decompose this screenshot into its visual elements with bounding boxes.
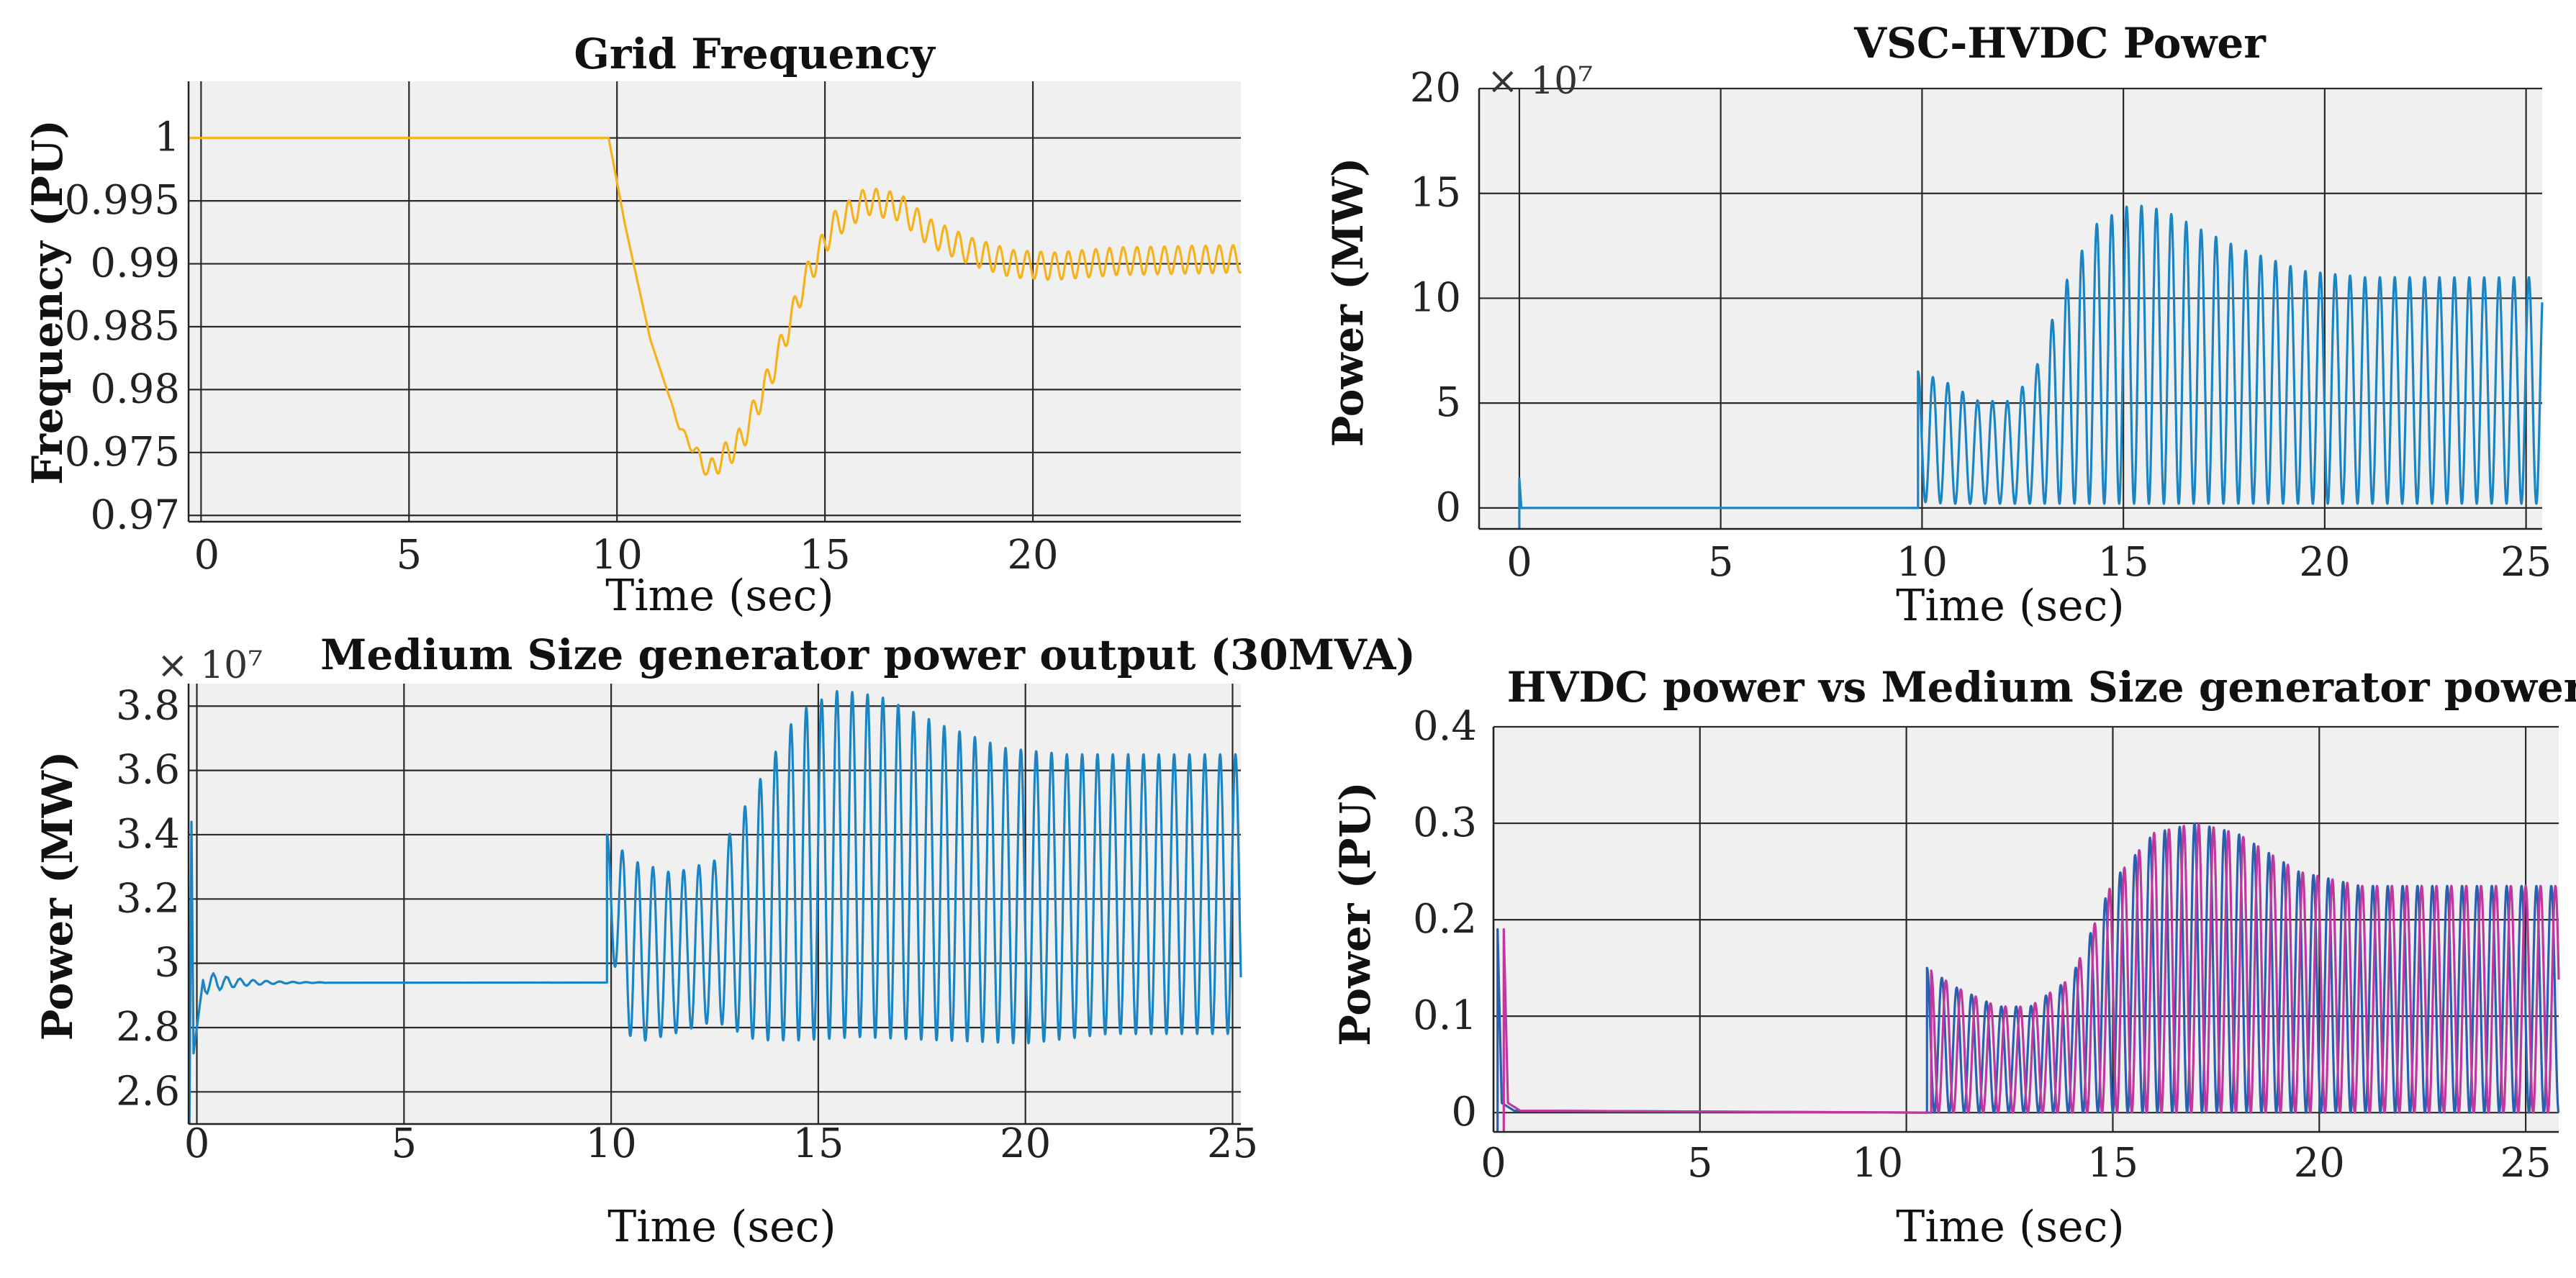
grid-lines [1492,725,2559,1132]
y-axis-label: Power (MW) [33,751,82,1041]
y-tick-label: 1 [154,114,180,161]
series-line-hvdc-power [1518,204,2544,529]
chart-title: Medium Size generator power output (30MV… [320,630,1416,679]
y-tick-label: 0.1 [1413,992,1477,1039]
x-axis-label: Time (sec) [605,571,833,621]
x-tick-label: 5 [391,1120,417,1167]
y-tick-label: 3.4 [116,811,180,858]
x-tick-label: 15 [2087,1140,2138,1187]
x-tick-label: 10 [1852,1140,1903,1187]
y-axis-label: Power (MW) [1324,158,1373,448]
series-layer [188,137,1242,476]
x-tick-label: 25 [2500,1140,2551,1187]
x-tick-label: 20 [1007,532,1058,579]
chart-title: Grid Frequency [574,30,936,78]
series-layer [1496,822,2560,1132]
y-tick-label: 5 [1435,379,1461,426]
y-tick-label: 2.8 [116,1004,180,1051]
y-tick-label: 0.98 [90,366,180,412]
y-tick-label: 3.6 [116,747,180,794]
x-tick-label: 10 [1897,539,1948,586]
tick-layer: 0 5 10 15 20 25 2.6 2.8 3 3.2 3.4 3.6 3.8 [116,682,1258,1167]
x-tick-label: 20 [2299,539,2350,586]
series-layer [1518,204,2544,529]
x-tick-label: 5 [1708,539,1734,586]
chart-title: VSC-HVDC Power [1853,19,2267,68]
x-axis-label: Time (sec) [607,1202,836,1252]
x-tick-label: 20 [2294,1140,2345,1187]
series-line-generator-power-pu [1502,822,2560,1132]
y-tick-label: 0 [1435,484,1461,531]
x-tick-label: 15 [800,532,851,579]
y-tick-label: 0.3 [1413,799,1477,846]
grid-lines [189,684,1241,1124]
chart-grid-frequency: Grid Frequency 0 5 10 15 20 0.97 0.975 0.98 0.98… [23,30,1242,621]
x-axis-label: Time (sec) [1896,1202,2124,1252]
x-tick-label: 15 [2098,539,2149,586]
y-tick-label: 10 [1410,274,1461,321]
y-axis-label: Frequency (PU) [23,119,72,485]
x-tick-label: 15 [792,1120,844,1167]
y-tick-label: 3 [154,940,180,987]
y-axis-label: Power (PU) [1331,781,1380,1046]
y-tick-label: 20 [1410,65,1461,112]
series-line-frequency [188,137,1242,476]
series-line-hvdc-power-pu [1496,822,2560,1132]
tick-layer: 0 5 10 15 20 0.97 0.975 0.98 0.985 0.99 0.995 1 [65,114,1059,579]
chart-title: HVDC power vs Medium Size generator powe… [1507,663,2576,712]
series-layer [188,689,1242,1125]
x-tick-label: 25 [1207,1120,1258,1167]
x-tick-label: 0 [1481,1140,1506,1187]
x-tick-label: 20 [1000,1120,1051,1167]
y-tick-label: 0.99 [90,240,180,287]
chart-medium-generator-power: Medium Size generator power output (30MV… [33,630,1416,1252]
y-tick-label: 0.975 [65,429,180,476]
y-multiplier: × 10⁷ [157,644,263,687]
y-multiplier: × 10⁷ [1487,60,1593,103]
x-axis-label: Time (sec) [1896,581,2124,631]
x-tick-label: 0 [194,532,220,579]
chart-hvdc-vs-generator: HVDC power vs Medium Size generator powe… [1331,663,2576,1252]
y-tick-label: 3.2 [116,875,180,922]
plot-area [189,81,1241,522]
y-tick-label: 0.97 [90,491,180,538]
x-tick-label: 10 [592,532,643,579]
y-tick-label: 0.4 [1413,703,1477,750]
y-tick-label: 0.2 [1413,896,1477,943]
y-tick-label: 0.995 [65,177,180,224]
x-tick-label: 5 [1687,1140,1713,1187]
x-tick-label: 0 [1506,539,1532,586]
y-tick-label: 3.8 [116,682,180,729]
x-tick-label: 25 [2500,539,2552,586]
tick-layer: 0 5 10 15 20 25 0 5 10 15 20 [1410,65,2552,586]
x-tick-label: 10 [585,1120,636,1167]
x-tick-label: 0 [184,1120,210,1167]
tick-layer: 0 5 10 15 20 25 0 0.1 0.2 0.3 0.4 [1413,703,2552,1187]
x-tick-label: 5 [396,532,422,579]
y-tick-label: 2.6 [116,1068,180,1115]
plot-area [189,684,1241,1124]
y-tick-label: 15 [1410,170,1461,217]
y-tick-label: 0.985 [65,303,180,350]
series-line-generator-power [188,689,1242,1125]
y-tick-label: 0 [1451,1089,1477,1136]
